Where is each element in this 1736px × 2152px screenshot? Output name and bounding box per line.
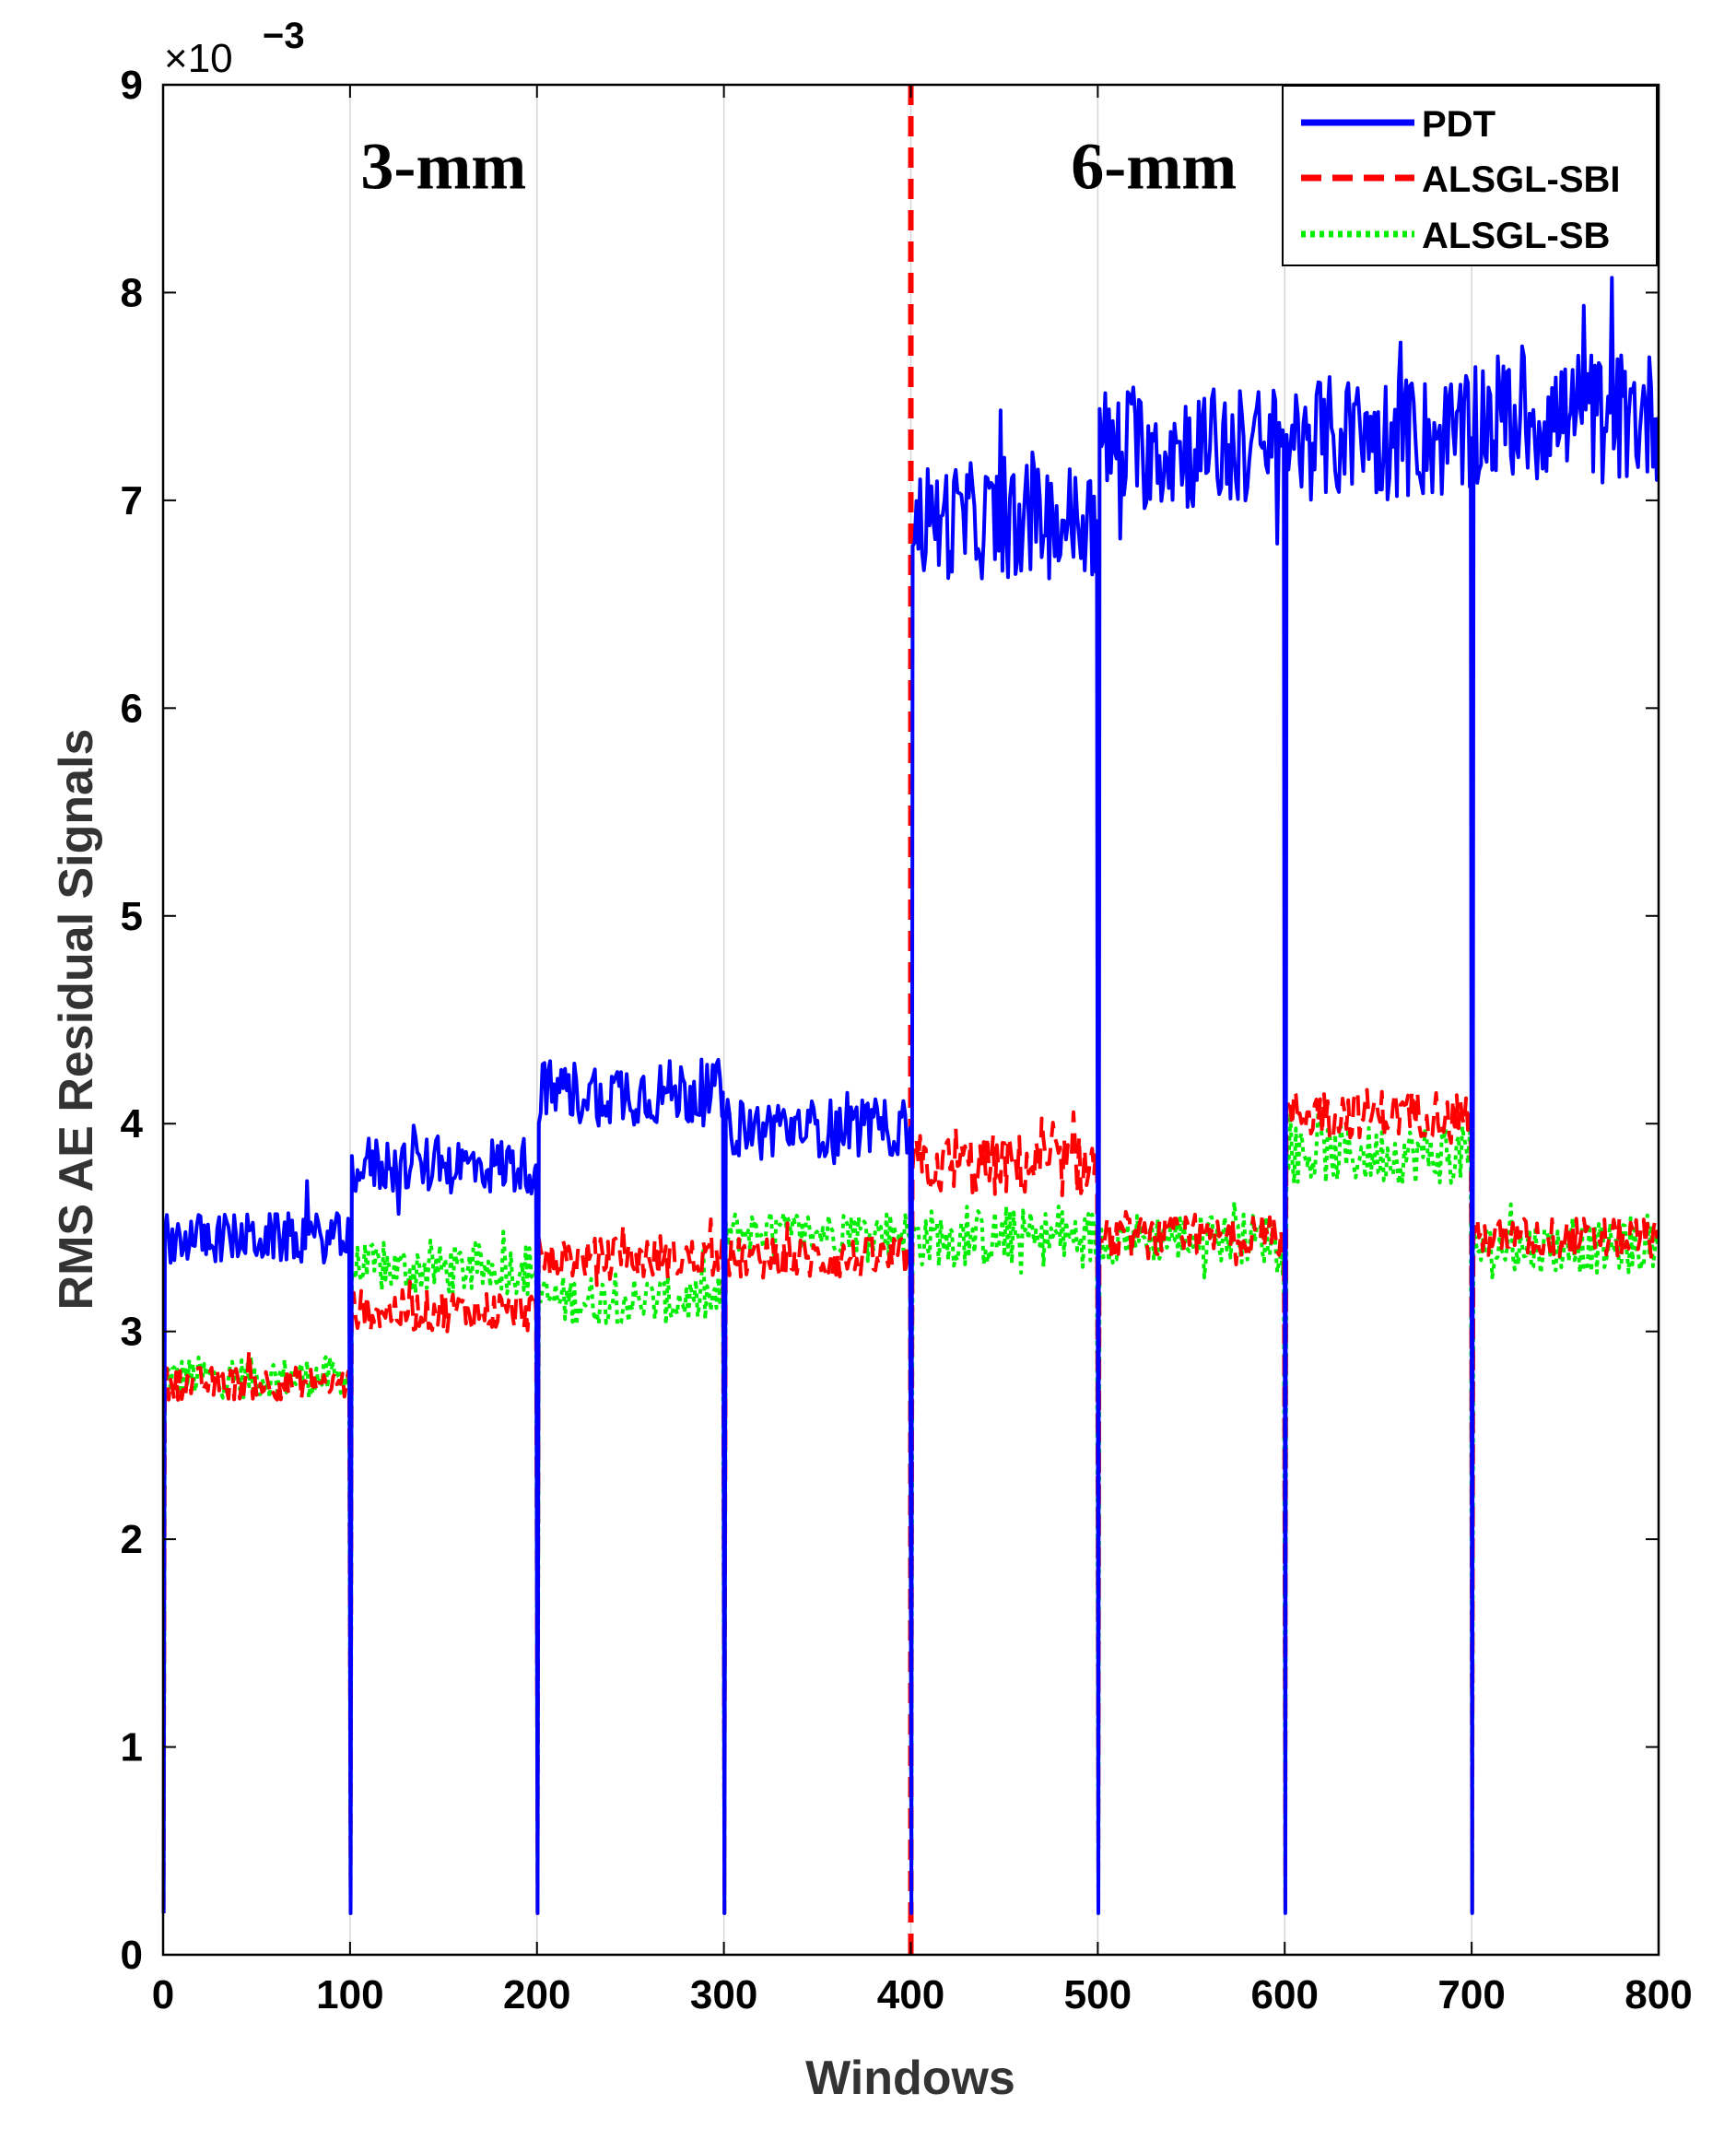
x-tick-label: 600 bbox=[1251, 1972, 1319, 2017]
annotation-6-mm: 6-mm bbox=[1071, 130, 1237, 204]
series-layer bbox=[161, 276, 1660, 1915]
y-tick-label: 7 bbox=[121, 478, 143, 523]
x-tick-label: 400 bbox=[877, 1972, 944, 2017]
annotation-3-mm: 3-mm bbox=[360, 130, 526, 204]
legend-label-alsgl-sbi: ALSGL-SBI bbox=[1422, 159, 1621, 200]
x-axis-label: Windows bbox=[805, 2052, 1015, 2105]
series-line-alsgl-sb bbox=[161, 1104, 1660, 1915]
series-line-pdt bbox=[161, 276, 1660, 1915]
y-tick-label: 2 bbox=[121, 1517, 143, 1562]
annotation-layer: 3-mm 6-mm bbox=[360, 130, 1237, 204]
x-tick-label: 300 bbox=[690, 1972, 757, 2017]
y-tick-label: 4 bbox=[121, 1101, 144, 1147]
x-tick-label: 100 bbox=[316, 1972, 383, 2017]
x-tick-label: 0 bbox=[152, 1972, 174, 2017]
y-tick-label: 0 bbox=[121, 1933, 143, 1978]
legend-label-alsgl-sb: ALSGL-SB bbox=[1422, 216, 1610, 256]
y-tick-label: 6 bbox=[121, 686, 143, 731]
x-tick-label: 500 bbox=[1064, 1972, 1132, 2017]
y-exponent: −3 bbox=[263, 16, 305, 56]
series-line-alsgl-sbi bbox=[161, 1088, 1660, 1915]
x-tick-label: 200 bbox=[503, 1972, 570, 2017]
x-tick-label: 800 bbox=[1625, 1972, 1692, 2017]
legend: PDT ALSGL-SBI ALSGL-SB bbox=[1282, 85, 1658, 266]
y-tick-label: 3 bbox=[121, 1310, 143, 1355]
y-axis-label: RMS AE Residual Signals bbox=[50, 729, 103, 1311]
y-tick-label: 9 bbox=[121, 63, 143, 108]
y-exponent-label: ×10 bbox=[164, 36, 233, 81]
y-tick-label: 5 bbox=[121, 894, 143, 939]
x-tick-label: 700 bbox=[1437, 1972, 1505, 2017]
y-tick-label: 8 bbox=[121, 270, 143, 315]
y-tick-label: 1 bbox=[121, 1725, 143, 1770]
legend-label-pdt: PDT bbox=[1422, 104, 1496, 145]
tick-layer: 0 100 200 300 400 500 600 700 800 0 1 2 3 4 5 6 7 8 9 bbox=[121, 63, 1693, 2017]
